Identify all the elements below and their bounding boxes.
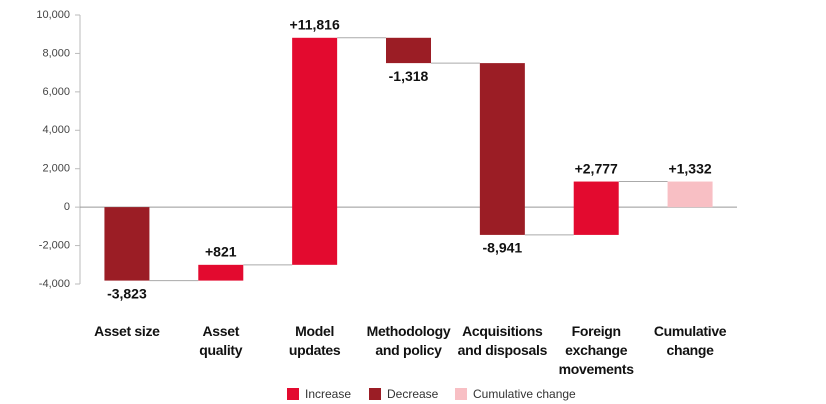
value-label: -1,318 [389,68,429,84]
legend-swatch [455,388,467,400]
value-label: +2,777 [575,160,618,176]
y-tick-label: 2,000 [42,163,70,175]
bar [198,264,244,281]
y-tick-label: 0 [64,201,70,213]
legend-swatch [369,388,381,400]
x-tick-label: Asset size [94,323,160,339]
bar [667,181,713,208]
x-tick-label: Foreign exchange movements [558,323,634,377]
legend-label: Increase [305,387,351,401]
y-tick-label: 6,000 [42,86,70,98]
legend-label: Decrease [387,387,439,401]
x-tick-label: Cumulative change [653,323,727,358]
x-tick-label: Methodology and policy [366,323,451,358]
bar [573,181,619,235]
bar [104,207,150,281]
bar [386,37,431,64]
y-tick-label: -2,000 [39,239,70,251]
x-tick-label: Acquisitions and disposals [457,323,548,358]
value-label: -8,941 [483,240,523,256]
legend-label: Cumulative change [473,387,576,401]
value-label: +1,332 [668,160,711,176]
value-label: +821 [205,244,237,260]
x-tick-label: Asset quality [199,323,243,358]
y-tick-label: 8,000 [42,47,70,59]
bar [479,63,525,235]
value-label: -3,823 [107,285,147,301]
y-tick-label: -4,000 [39,278,70,290]
legend-swatch [287,388,299,400]
x-tick-label: Model updates [288,323,341,358]
y-tick-label: 10,000 [36,9,70,21]
value-label: +11,816 [290,16,340,32]
y-tick-label: 4,000 [42,124,70,136]
bar [292,37,338,265]
